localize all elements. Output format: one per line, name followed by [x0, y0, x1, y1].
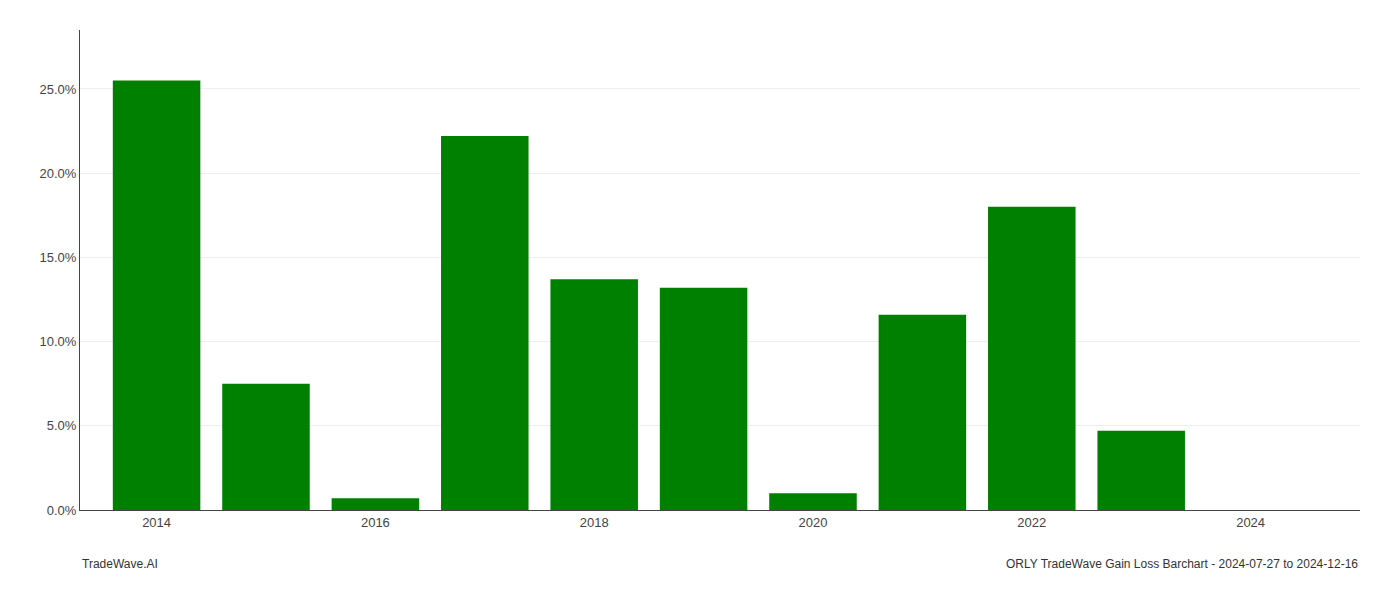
- svg-text:TradeWave.AI: TradeWave.AI: [82, 557, 158, 571]
- svg-text:0.0%: 0.0%: [47, 503, 77, 518]
- svg-text:20.0%: 20.0%: [40, 166, 77, 181]
- svg-text:2018: 2018: [580, 515, 609, 530]
- svg-text:2014: 2014: [142, 515, 171, 530]
- svg-text:2022: 2022: [1017, 515, 1046, 530]
- svg-text:2016: 2016: [361, 515, 390, 530]
- svg-text:2020: 2020: [799, 515, 828, 530]
- svg-text:ORLY TradeWave Gain Loss Barch: ORLY TradeWave Gain Loss Barchart - 2024…: [1006, 557, 1358, 571]
- svg-text:25.0%: 25.0%: [40, 82, 77, 97]
- svg-text:10.0%: 10.0%: [40, 334, 77, 349]
- svg-text:2024: 2024: [1236, 515, 1265, 530]
- svg-text:15.0%: 15.0%: [40, 250, 77, 265]
- svg-text:5.0%: 5.0%: [47, 418, 77, 433]
